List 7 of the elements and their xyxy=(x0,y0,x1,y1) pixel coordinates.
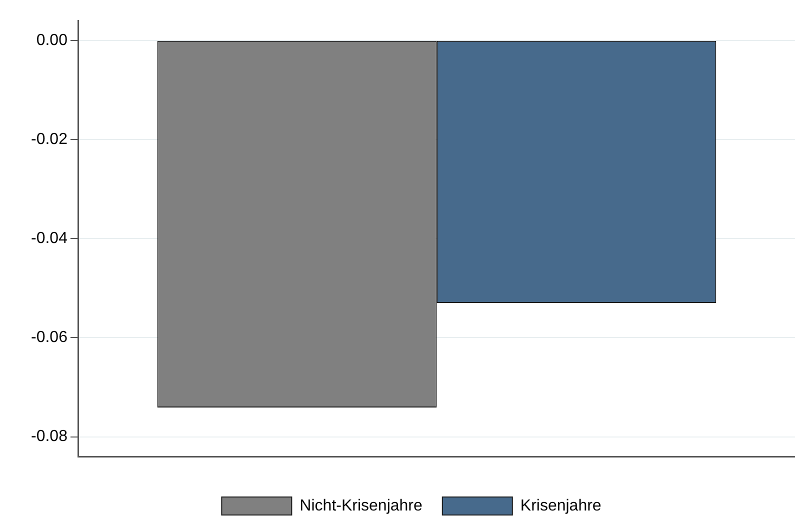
y-tick-label: -0.04 xyxy=(31,230,68,248)
y-tick-label: -0.08 xyxy=(31,428,68,446)
y-tick-label: -0.06 xyxy=(31,329,68,346)
y-tick-label: -0.02 xyxy=(31,130,68,148)
legend-label: Nicht-Krisenjahre xyxy=(300,497,422,514)
legend-label: Krisenjahre xyxy=(520,497,602,514)
y-tick-label: 0.00 xyxy=(36,32,68,49)
